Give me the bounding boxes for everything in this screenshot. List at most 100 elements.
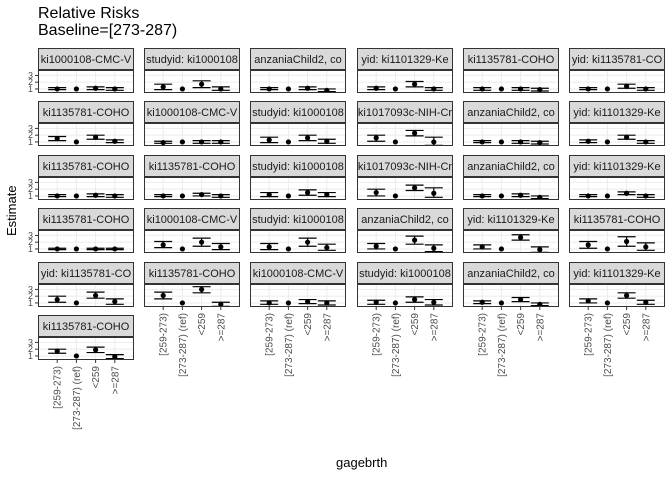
facet-panel: ki1135781-COHO (569, 208, 665, 253)
panel-border (463, 284, 559, 307)
facet-strip (357, 155, 453, 177)
estimate-point (518, 139, 524, 145)
y-tick-label: 1 (28, 298, 33, 308)
estimate-point (73, 193, 79, 199)
panel-border (144, 70, 240, 93)
estimate-point (112, 354, 118, 360)
estimate-point (431, 299, 437, 305)
facet-strip-label: studyid: ki1000108 (252, 107, 344, 119)
estimate-point (373, 135, 379, 141)
facet-strip (38, 48, 134, 70)
panel-border (569, 177, 665, 200)
estimate-point (585, 298, 591, 304)
facet-strip-label: yid: ki1101329-Ke (573, 161, 660, 173)
x-tick-label: [273-287) (ref) (178, 313, 189, 377)
estimate-point (537, 301, 543, 307)
panel-border (357, 284, 453, 307)
estimate-point (431, 190, 437, 196)
estimate-point (498, 139, 504, 145)
y-tick-label: 2 (28, 130, 33, 140)
x-axis-label: gagebrth (336, 455, 388, 470)
facet-strip (38, 262, 134, 284)
facet-strip-label: anzaniaChild2, co (361, 214, 448, 226)
facet-strip (569, 101, 665, 123)
estimate-point (73, 246, 79, 252)
y-tick-label: 3 (28, 284, 33, 294)
x-tick-label: [273-287) (ref) (497, 313, 508, 377)
x-tick-label: >=287 (641, 313, 652, 342)
estimate-point (392, 193, 398, 199)
estimate-point (305, 85, 311, 91)
estimate-point (479, 139, 485, 145)
estimate-point (218, 139, 224, 145)
estimate-point (54, 348, 60, 354)
chart-title: Relative Risks (38, 5, 140, 22)
estimate-point (73, 300, 79, 306)
estimate-point (305, 298, 311, 305)
estimate-point (218, 193, 224, 199)
estimate-point (93, 246, 99, 252)
x-tick-label: [259-273) (159, 313, 170, 356)
panel-background (357, 230, 453, 253)
estimate-point (266, 300, 272, 306)
facet-panel: ki1000108-CMC-V (144, 101, 240, 146)
estimate-point (479, 193, 485, 199)
facet-strip (250, 262, 346, 284)
estimate-point (73, 86, 79, 92)
facet-strip (38, 315, 134, 337)
estimate-point (518, 192, 524, 198)
facet-panel: anzaniaChild2, co (250, 48, 346, 93)
y-tick-label: 1 (28, 351, 33, 361)
panel-border (38, 70, 134, 93)
y-tick-label: 3 (28, 70, 33, 80)
estimate-point (412, 185, 418, 191)
estimate-point (285, 193, 291, 199)
panel-background (250, 230, 346, 253)
estimate-point (585, 138, 591, 144)
estimate-point (479, 86, 485, 92)
estimate-point (54, 135, 60, 142)
facet-panel: ki1135781-COHO (144, 155, 240, 200)
panel-border (38, 230, 134, 253)
estimate-point (643, 86, 649, 92)
estimate-point (266, 244, 272, 250)
estimate-point (305, 189, 311, 196)
panel-background (144, 284, 240, 307)
facet-strip (38, 155, 134, 177)
estimate-point (324, 191, 330, 198)
estimate-point (324, 87, 330, 93)
estimate-point (643, 244, 649, 250)
facet-panel: ki1135781-COHO 123 (28, 101, 134, 147)
facet-strip (144, 101, 240, 123)
y-tick-label: 1 (28, 137, 33, 147)
y-tick-label: 3 (28, 177, 33, 187)
estimate-point (54, 296, 60, 303)
estimate-point (179, 300, 185, 306)
y-tick-label: 2 (28, 184, 33, 194)
estimate-point (392, 300, 398, 306)
estimate-point (624, 83, 630, 89)
estimate-point (392, 139, 398, 145)
estimate-point (479, 244, 485, 250)
facet-panel: ki1000108-CMC-V 123 (28, 48, 134, 94)
panel-background (357, 284, 453, 307)
facet-strip (569, 262, 665, 284)
facet-strip-label: studyid: ki1000108 (146, 54, 238, 66)
facet-panel: studyid: ki1000108 (250, 155, 346, 200)
x-tick-label: >=287 (322, 313, 333, 342)
estimate-point (585, 86, 591, 92)
facet-strip (569, 48, 665, 70)
estimate-point (179, 86, 185, 92)
panel-border (569, 123, 665, 146)
facet-panel: yid: ki1101329-Ke (463, 208, 559, 253)
facet-panel: yid: ki1135781-CO 123 (28, 262, 134, 308)
facet-panel: studyid: ki1000108 (144, 48, 240, 93)
panel-background (38, 284, 134, 307)
estimate-point (93, 347, 99, 353)
facet-strip-label: ki1135781-COHO (468, 54, 555, 66)
estimate-point (324, 300, 330, 306)
panel-border (38, 123, 134, 146)
estimate-point (373, 299, 379, 305)
facet-panel: anzaniaChild2, co (357, 208, 453, 253)
estimate-point (199, 191, 205, 198)
